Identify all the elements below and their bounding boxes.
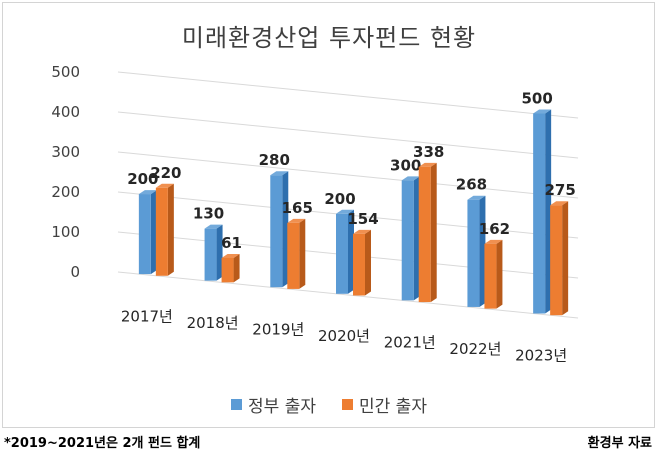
bar-side xyxy=(348,209,354,294)
data-label: 165 xyxy=(282,199,313,217)
bar-private xyxy=(550,205,563,316)
bar-side xyxy=(216,224,223,281)
x-tick-label: 2017년 xyxy=(121,307,173,325)
bar-side xyxy=(150,190,157,275)
bar-side xyxy=(545,109,552,314)
bar-top xyxy=(270,171,289,176)
data-label: 275 xyxy=(544,181,575,199)
bar-side xyxy=(233,253,240,283)
legend-swatch-government xyxy=(231,399,243,410)
bar-government xyxy=(138,194,151,275)
bar-top xyxy=(353,229,371,234)
bar-side xyxy=(365,229,371,296)
data-label: 500 xyxy=(521,90,552,108)
data-label: 61 xyxy=(221,234,242,252)
x-tick-label: 2022년 xyxy=(449,340,501,358)
bar-top xyxy=(550,201,569,206)
legend-item-government: 정부 출자 xyxy=(231,392,316,417)
bar-top xyxy=(533,109,552,114)
data-label: 220 xyxy=(150,164,181,182)
chart-legend: 정부 출자 민간 출자 xyxy=(0,392,658,417)
bar-government xyxy=(204,228,217,281)
bar-side xyxy=(413,176,420,301)
bar-side xyxy=(167,183,174,276)
data-label: 130 xyxy=(193,205,224,223)
legend-swatch-private xyxy=(342,399,353,410)
legend-label-private: 민간 출자 xyxy=(359,397,427,417)
bar-top xyxy=(138,190,157,195)
bar-side xyxy=(562,201,569,316)
y-tick-label: 300 xyxy=(51,143,80,161)
data-label: 300 xyxy=(390,156,421,174)
bar-government xyxy=(336,213,348,294)
bar-top xyxy=(155,183,174,188)
data-label: 154 xyxy=(347,210,378,228)
bar-private xyxy=(418,166,431,303)
source-note: 환경부 자료 xyxy=(587,436,652,451)
x-tick-label: 2018년 xyxy=(187,314,239,332)
bar-top xyxy=(221,253,240,258)
bar-private xyxy=(287,222,300,289)
gridline xyxy=(117,151,579,199)
y-tick-label: 100 xyxy=(51,223,80,241)
bar-top xyxy=(418,162,437,167)
bar-top xyxy=(467,195,486,200)
bar-private xyxy=(155,187,168,276)
y-tick-label: 500 xyxy=(51,63,80,81)
bar-side xyxy=(430,162,437,303)
legend-item-private: 민간 출자 xyxy=(342,392,427,417)
x-tick-label: 2023년 xyxy=(515,347,567,365)
data-label: 200 xyxy=(127,170,158,188)
bar-top xyxy=(484,239,503,244)
x-tick-label: 2020년 xyxy=(318,327,370,345)
bar-government xyxy=(533,113,546,314)
bar-side xyxy=(496,239,503,309)
bar-private xyxy=(353,233,365,296)
gridline xyxy=(117,271,579,319)
x-tick-label: 2019년 xyxy=(252,320,304,338)
data-label: 338 xyxy=(413,143,444,161)
data-label: 280 xyxy=(259,151,290,169)
y-tick-label: 0 xyxy=(70,263,80,281)
bar-side xyxy=(299,218,306,289)
bar-private xyxy=(484,243,497,309)
data-label: 162 xyxy=(479,220,510,238)
bar-top xyxy=(401,176,420,181)
y-tick-label: 200 xyxy=(51,183,80,201)
chart-title: 미래환경산업 투자펀드 현황 xyxy=(181,24,477,52)
bar-government xyxy=(270,175,283,288)
gridline xyxy=(117,111,579,159)
data-label: 200 xyxy=(324,190,355,208)
bar-top xyxy=(204,224,223,229)
gridline xyxy=(117,71,579,119)
x-tick-label: 2021년 xyxy=(384,334,436,352)
bar-side xyxy=(479,195,486,307)
bar-private xyxy=(221,257,234,283)
footnote: *2019~2021년은 2개 펀드 합계 xyxy=(4,436,201,451)
bar-top xyxy=(336,209,354,214)
bar-top xyxy=(287,218,306,223)
y-tick-label: 400 xyxy=(51,103,80,121)
bar-government xyxy=(467,199,480,307)
data-label: 268 xyxy=(456,176,487,194)
bar-side xyxy=(282,171,289,288)
bar-government xyxy=(401,180,414,301)
legend-label-government: 정부 출자 xyxy=(248,397,316,417)
